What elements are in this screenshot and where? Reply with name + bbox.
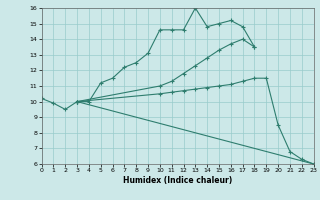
X-axis label: Humidex (Indice chaleur): Humidex (Indice chaleur) [123, 176, 232, 185]
